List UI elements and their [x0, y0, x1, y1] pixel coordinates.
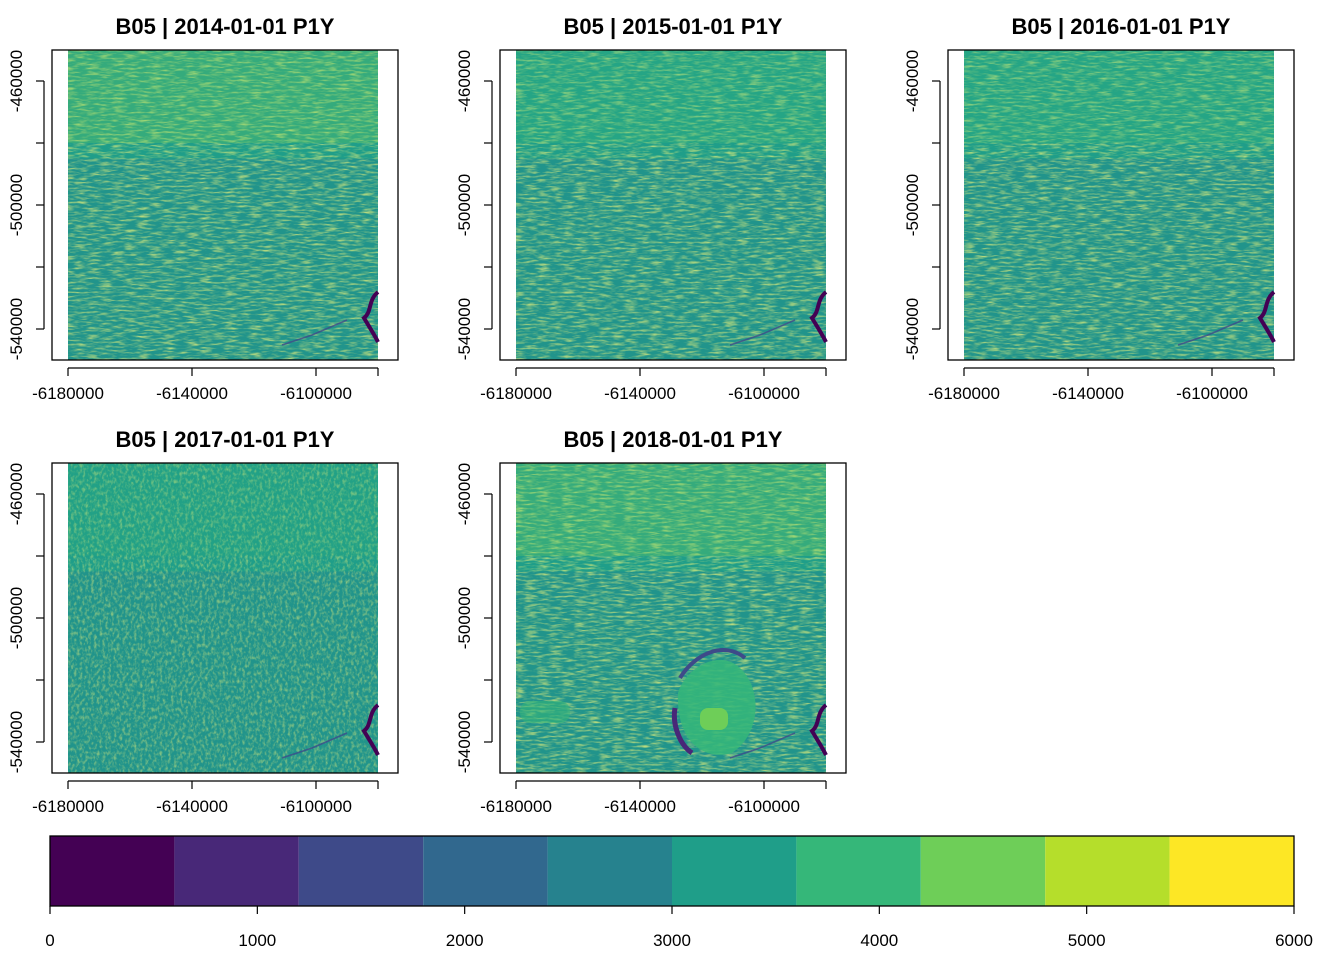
- y-tick-label: -500000: [903, 174, 922, 236]
- panel-title: B05 | 2018-01-01 P1Y: [564, 427, 783, 452]
- x-tick-label: -6140000: [156, 797, 228, 816]
- panel-2: B05 | 2015-01-01 P1Y -6180000 -6140000 -610…: [455, 14, 847, 403]
- river-feature: [1257, 290, 1276, 343]
- panel-3: B05 | 2016-01-01 P1Y -6180000 -6140000 -610…: [903, 14, 1295, 403]
- x-tick-label: -6140000: [604, 797, 676, 816]
- raster-bright-zone: [68, 463, 378, 556]
- raster-texture: [68, 50, 378, 360]
- raster-texture: [964, 50, 1274, 360]
- y-tick-label: -460000: [903, 50, 922, 112]
- river-feature: [809, 290, 828, 343]
- river-feature: [361, 703, 380, 756]
- panel-title: B05 | 2017-01-01 P1Y: [116, 427, 335, 452]
- river-feature: [361, 290, 380, 343]
- panel-1: B05 | 2014-01-01 P1Y -6180000 -6140000 -610…: [7, 14, 399, 403]
- legend-swatch: [547, 836, 672, 906]
- legend-swatch: [672, 836, 797, 906]
- x-tick-label: -6140000: [156, 384, 228, 403]
- x-tick-label: -6140000: [1052, 384, 1124, 403]
- x-tick-label: -6100000: [1176, 384, 1248, 403]
- x-tick-label: -6100000: [280, 797, 352, 816]
- burn-core: [700, 708, 728, 730]
- stream-feature: [281, 319, 348, 346]
- y-tick-label: -460000: [455, 463, 474, 525]
- x-tick-label: -6180000: [480, 797, 552, 816]
- y-tick-label: -540000: [903, 298, 922, 360]
- legend-swatch: [1045, 836, 1170, 906]
- stream-feature: [729, 732, 796, 759]
- panel-title: B05 | 2015-01-01 P1Y: [564, 14, 783, 39]
- legend-swatch: [920, 836, 1046, 906]
- y-tick-label: -500000: [455, 587, 474, 649]
- x-tick-label: -6100000: [728, 384, 800, 403]
- panel-title: B05 | 2016-01-01 P1Y: [1012, 14, 1231, 39]
- raster-texture: [68, 463, 378, 773]
- legend-swatch: [1169, 836, 1294, 906]
- river-feature: [809, 703, 828, 756]
- legend-tick-label: 1000: [238, 931, 276, 950]
- x-tick-label: -6140000: [604, 384, 676, 403]
- stream-feature: [281, 732, 348, 759]
- legend-swatch: [50, 836, 175, 906]
- legend-tick-label: 3000: [653, 931, 691, 950]
- x-tick-label: -6100000: [280, 384, 352, 403]
- x-tick-label: -6100000: [728, 797, 800, 816]
- y-tick-label: -540000: [7, 711, 26, 773]
- stream-feature: [1177, 319, 1244, 346]
- bright-field: [520, 701, 570, 723]
- burn-patch: [677, 659, 756, 755]
- legend-tick-label: 6000: [1275, 931, 1313, 950]
- panel-5: B05 | 2018-01-01 P1Y -6180000 -6140000 -610…: [455, 427, 847, 816]
- panel-frame: [499, 49, 847, 361]
- legend-tick-label: 5000: [1068, 931, 1106, 950]
- burn-edge: [671, 707, 694, 756]
- panel-frame: [947, 49, 1295, 361]
- burn-edge: [678, 648, 747, 680]
- legend-swatch: [796, 836, 921, 906]
- legend-tick-label: 4000: [860, 931, 898, 950]
- x-tick-label: -6180000: [480, 384, 552, 403]
- raster-bright-zone: [68, 50, 378, 143]
- panel-frame: [51, 462, 399, 774]
- panel-title: B05 | 2014-01-01 P1Y: [116, 14, 335, 39]
- legend-swatch: [298, 836, 424, 906]
- panel-frame: [51, 49, 399, 361]
- y-tick-label: -540000: [455, 298, 474, 360]
- raster-bright-zone: [516, 463, 826, 556]
- raster-bright-zone: [964, 50, 1274, 143]
- legend-swatch: [174, 836, 299, 906]
- y-tick-label: -500000: [455, 174, 474, 236]
- x-tick-label: -6180000: [928, 384, 1000, 403]
- raster-texture: [516, 463, 826, 773]
- y-tick-label: -460000: [7, 463, 26, 525]
- x-tick-label: -6180000: [32, 797, 104, 816]
- panel-4: B05 | 2017-01-01 P1Y -6180000 -6140000 -610…: [7, 427, 399, 816]
- raster-texture: [516, 50, 826, 360]
- x-tick-label: -6180000: [32, 384, 104, 403]
- legend-swatch: [423, 836, 548, 906]
- y-tick-label: -500000: [7, 174, 26, 236]
- legend-tick-label: 0: [45, 931, 54, 950]
- legend-tick-label: 2000: [446, 931, 484, 950]
- y-tick-label: -500000: [7, 587, 26, 649]
- stream-feature: [729, 319, 796, 346]
- panel-frame: [499, 462, 847, 774]
- y-tick-label: -540000: [7, 298, 26, 360]
- color-legend: 0 1000 2000 3000 4000 5000 6000: [45, 835, 1313, 950]
- y-tick-label: -460000: [7, 50, 26, 112]
- y-tick-label: -460000: [455, 50, 474, 112]
- raster-bright-zone: [516, 50, 826, 143]
- y-tick-label: -540000: [455, 711, 474, 773]
